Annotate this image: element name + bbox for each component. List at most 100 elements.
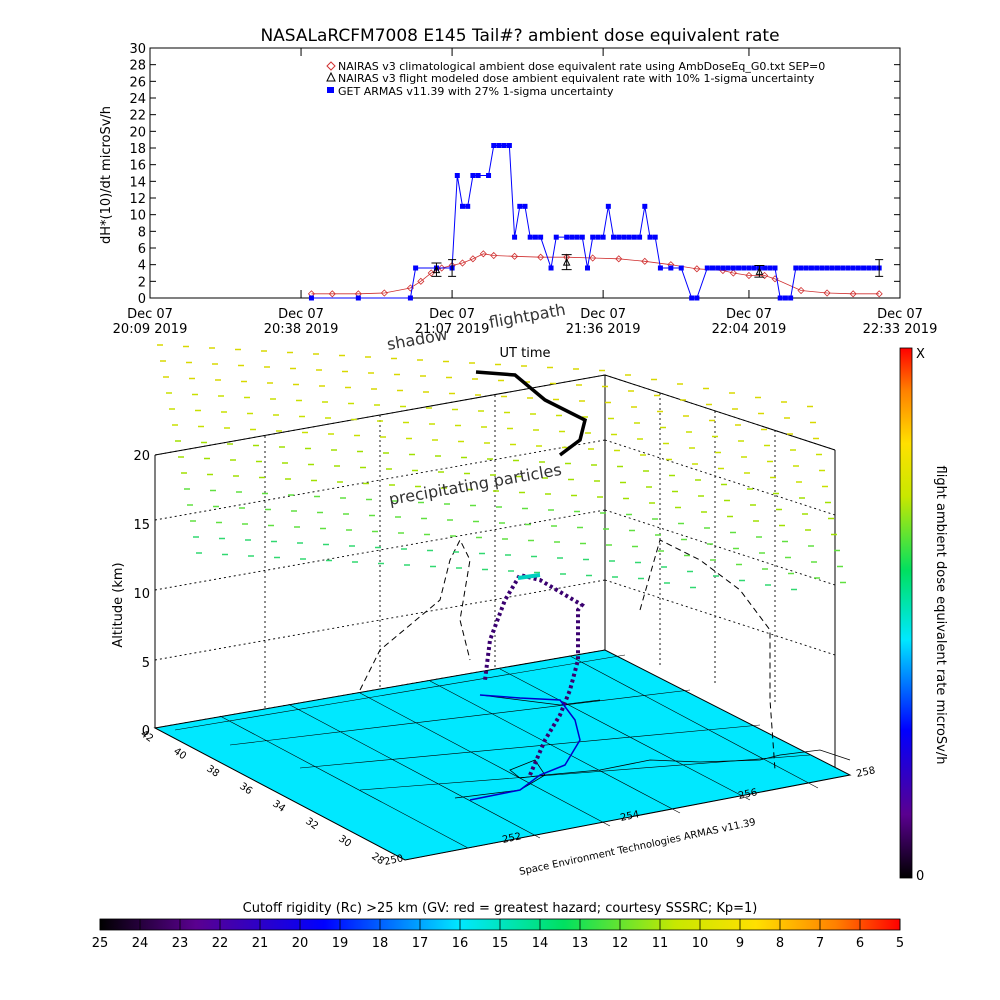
legend: NAIRAS v3 climatological ambient dose eq… <box>326 60 825 98</box>
y-tick-label: 16 <box>129 159 146 174</box>
nairas-climatological-point <box>479 250 487 258</box>
y-tick-label: 28 <box>129 59 146 74</box>
y-tick-label: 20 <box>129 125 146 140</box>
y-tick-label: 18 <box>129 142 146 157</box>
y-tick-label: 0 <box>138 292 146 307</box>
annotation-flightpath: flightpath <box>487 300 567 332</box>
cutoff-colorbar-tick-label: 6 <box>856 936 864 951</box>
back-wall-right-grid <box>604 374 836 705</box>
armas-point <box>704 265 710 271</box>
flight-track <box>483 572 585 776</box>
series-armas-line <box>311 145 880 299</box>
armas-point <box>861 265 867 271</box>
armas-point <box>470 173 476 178</box>
longitude-tick-label: 254 <box>619 809 640 824</box>
armas-point <box>475 173 481 178</box>
latitude-tick-label: 38 <box>204 763 221 779</box>
dose-colorbar-gradient <box>899 347 913 879</box>
nairas-flight-point <box>562 258 571 266</box>
armas-point <box>730 265 736 271</box>
armas-point <box>840 265 846 271</box>
shadow-trace-right <box>639 539 776 771</box>
armas-point <box>772 265 778 271</box>
armas-point <box>517 203 523 209</box>
x-tick-label-time: 20:09 2019 <box>113 322 188 337</box>
armas-point <box>512 234 518 240</box>
armas-point <box>553 234 559 240</box>
armas-point <box>355 295 361 301</box>
longitude-tick-label: 256 <box>737 787 758 802</box>
x-tick-label-date: Dec 07 <box>726 307 772 322</box>
nairas-climatological-point <box>380 289 388 297</box>
x-tick-label-date: Dec 07 <box>429 307 475 322</box>
cutoff-colorbar-tick-label: 19 <box>332 936 349 951</box>
z-tick-label: 0 <box>142 724 150 739</box>
cutoff-colorbar-tick-label: 5 <box>896 936 904 951</box>
armas-point <box>814 265 820 271</box>
cutoff-colorbar-tick-label: 22 <box>212 936 229 951</box>
cutoff-colorbar-tick-label: 20 <box>292 936 309 951</box>
legend-label-armas: GET ARMAS v11.39 with 27% 1-sigma uncert… <box>338 85 614 98</box>
armas-point <box>491 143 497 148</box>
y-tick-label: 22 <box>129 109 146 124</box>
armas-point <box>736 265 742 271</box>
armas-point <box>496 143 502 148</box>
armas-point <box>585 265 590 271</box>
armas-point <box>741 265 747 271</box>
y-tick-label: 12 <box>129 192 146 207</box>
armas-point <box>621 234 627 240</box>
y-tick-label: 2 <box>138 275 146 290</box>
armas-point <box>793 265 799 271</box>
cutoff-colorbar-tick-label: 15 <box>492 936 509 951</box>
ground-track <box>469 694 581 801</box>
annotation-precipitating-particles: precipitating particles <box>387 460 563 509</box>
x-tick-label-time: 21:36 2019 <box>566 322 641 337</box>
top-plot-frame <box>149 47 901 299</box>
nairas-flight-point <box>755 267 764 275</box>
cutoff-colorbar-tick-label: 17 <box>412 936 429 951</box>
legend-marker-nairas-flight <box>326 71 336 82</box>
armas-point <box>407 295 413 301</box>
nairas-climatological-point <box>849 290 857 298</box>
nairas-climatological-point <box>729 269 737 277</box>
armas-error-bar <box>448 259 457 277</box>
armas-point <box>767 265 773 271</box>
armas-point <box>522 203 528 209</box>
armas-point <box>845 265 851 271</box>
cutoff-colorbar-tick-label: 9 <box>736 936 744 951</box>
armas-point <box>647 234 653 240</box>
nairas-climatological-point <box>693 265 701 273</box>
x-tick-label-time: 21:07 2019 <box>415 322 490 337</box>
x-tick-label-date: Dec 07 <box>278 307 324 322</box>
armas-point <box>637 234 643 240</box>
y-tick-label: 8 <box>138 225 146 240</box>
x-tick-label-time: 20:38 2019 <box>264 322 339 337</box>
armas-point <box>642 203 648 209</box>
dose-colorbar-label: flight ambient dose equivalent rate micr… <box>933 466 948 765</box>
chart-title: NASALaRCFM7008 E145 Tail#? ambient dose … <box>260 26 779 46</box>
legend-label-nairas-flight: NAIRAS v3 flight modeled dose ambient eq… <box>338 72 815 85</box>
armas-point <box>538 234 544 240</box>
cutoff-colorbar-tick-label: 25 <box>92 936 109 951</box>
dose-colorbar-top-label: X <box>916 347 925 362</box>
armas-point <box>668 265 674 271</box>
nairas-climatological-point <box>537 253 545 261</box>
y-tick-label: 6 <box>138 242 146 257</box>
armas-point <box>871 265 877 271</box>
nairas-climatological-point <box>438 264 446 272</box>
y-tick-label: 4 <box>138 259 146 274</box>
longitude-tick-label: 250 <box>383 853 404 868</box>
y-axis-label: dH*(10)/dt microSv/h <box>99 106 114 244</box>
armas-error-bar <box>875 259 884 277</box>
armas-point <box>501 143 507 148</box>
z-axis-label: Altitude (km) <box>111 562 126 647</box>
nairas-climatological-point <box>745 271 753 280</box>
cutoff-colorbar-tick-label: 16 <box>452 936 469 951</box>
armas-point <box>600 234 606 240</box>
x-tick-label-date: Dec 07 <box>877 307 923 322</box>
nairas-flight-error-bar <box>561 254 572 271</box>
panel-3d: shadow flightpath precipitating particle… <box>111 300 876 878</box>
nairas-climatological-point <box>823 289 831 297</box>
nairas-flight-point <box>432 265 441 274</box>
